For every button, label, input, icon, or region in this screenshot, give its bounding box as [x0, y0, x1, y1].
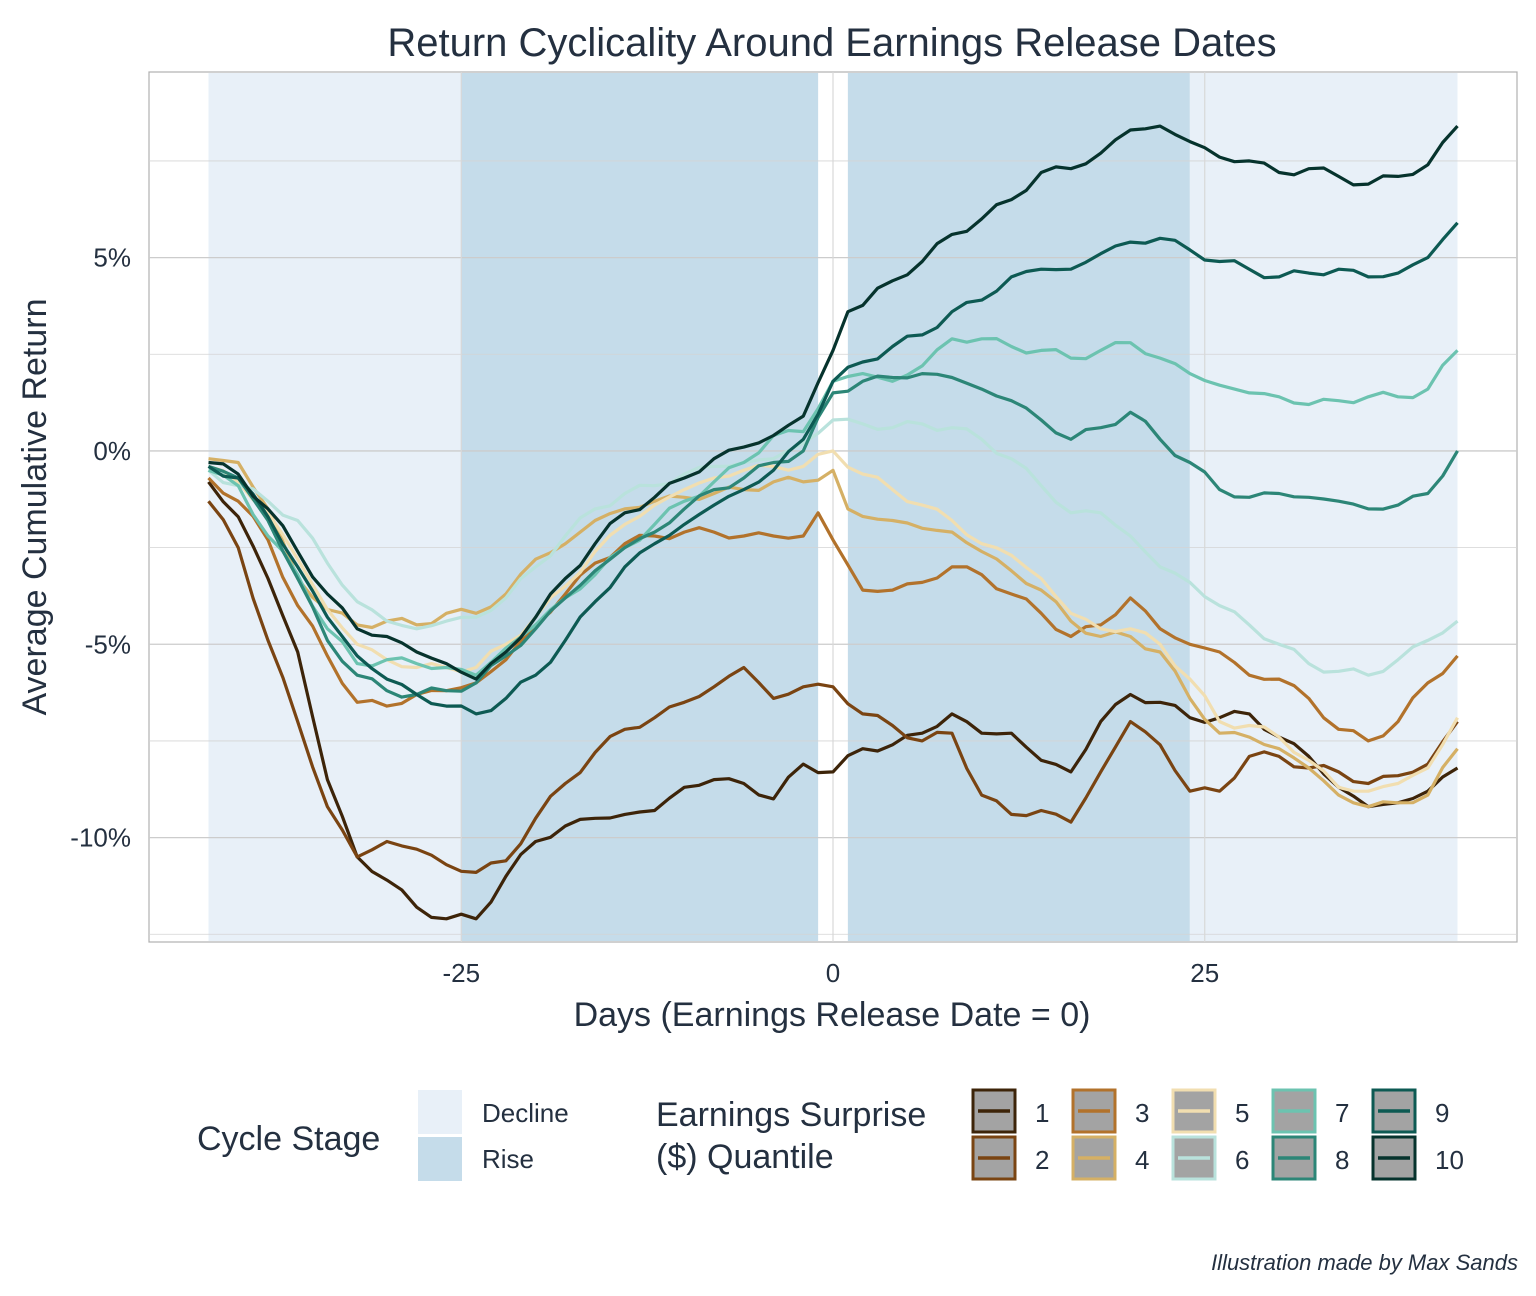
legend-label-4: 4: [1135, 1145, 1149, 1175]
legend-label-9: 9: [1435, 1098, 1449, 1128]
series-lines: [207, 124, 1459, 921]
band-decline-1: [208, 73, 462, 941]
series-line-9: [207, 221, 1459, 716]
legend-label-5: 5: [1235, 1098, 1249, 1128]
series-line-5: [208, 449, 1459, 793]
legend-label-7: 7: [1335, 1098, 1349, 1128]
y-tick-label: -5%: [85, 629, 131, 659]
legend-label-2: 2: [1035, 1145, 1049, 1175]
legend-label-8: 8: [1335, 1145, 1349, 1175]
legend-label-1: 1: [1035, 1098, 1049, 1128]
x-tick-label: -25: [442, 958, 480, 988]
band-decline-4: [1189, 73, 1458, 941]
band-rise-3: [847, 73, 1190, 941]
series-line-6: [207, 417, 1459, 677]
series-line-2: [207, 500, 1459, 874]
x-tick-labels: -25 0 25: [442, 958, 1219, 988]
y-tick-label: -10%: [70, 823, 131, 853]
y-axis-label: Average Cumulative Return: [16, 298, 54, 715]
legend-quantile-title-2: ($) Quantile: [656, 1138, 834, 1176]
y-tick-label: 5%: [93, 243, 131, 273]
series-line-1: [207, 480, 1459, 921]
legend-label-rise: Rise: [482, 1144, 534, 1174]
legend: Cycle Stage Decline Rise Earnings Surpri…: [197, 1088, 1464, 1181]
credit-text: Illustration made by Max Sands: [1211, 1250, 1518, 1275]
legend-quantile-title-1: Earnings Surprise: [656, 1096, 926, 1134]
legend-label-3: 3: [1135, 1098, 1149, 1128]
x-tick-label: 25: [1190, 958, 1219, 988]
series-line-10: [208, 124, 1459, 681]
legend-stage-title: Cycle Stage: [197, 1120, 380, 1158]
x-tick-label: 0: [826, 958, 840, 988]
legend-label-6: 6: [1235, 1145, 1249, 1175]
legend-quantile-keys: 1 2 3 4 5 6 7 8 9 10: [971, 1088, 1464, 1181]
y-tick-label: 0%: [93, 436, 131, 466]
legend-label-10: 10: [1435, 1145, 1464, 1175]
legend-label-decline: Decline: [482, 1098, 569, 1128]
x-axis-label: Days (Earnings Release Date = 0): [574, 996, 1091, 1034]
legend-swatch-decline: [418, 1090, 462, 1134]
series-line-4: [208, 457, 1459, 809]
y-tick-labels: 5% 0% -5% -10%: [70, 243, 131, 853]
chart-title: Return Cyclicality Around Earnings Relea…: [387, 21, 1276, 65]
legend-swatch-rise: [418, 1137, 462, 1181]
